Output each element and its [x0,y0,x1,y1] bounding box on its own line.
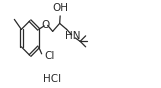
Text: Cl: Cl [45,51,55,61]
Text: HCl: HCl [43,74,61,84]
Text: HN: HN [65,31,81,41]
Text: O: O [42,20,50,30]
Text: OH: OH [52,3,68,13]
